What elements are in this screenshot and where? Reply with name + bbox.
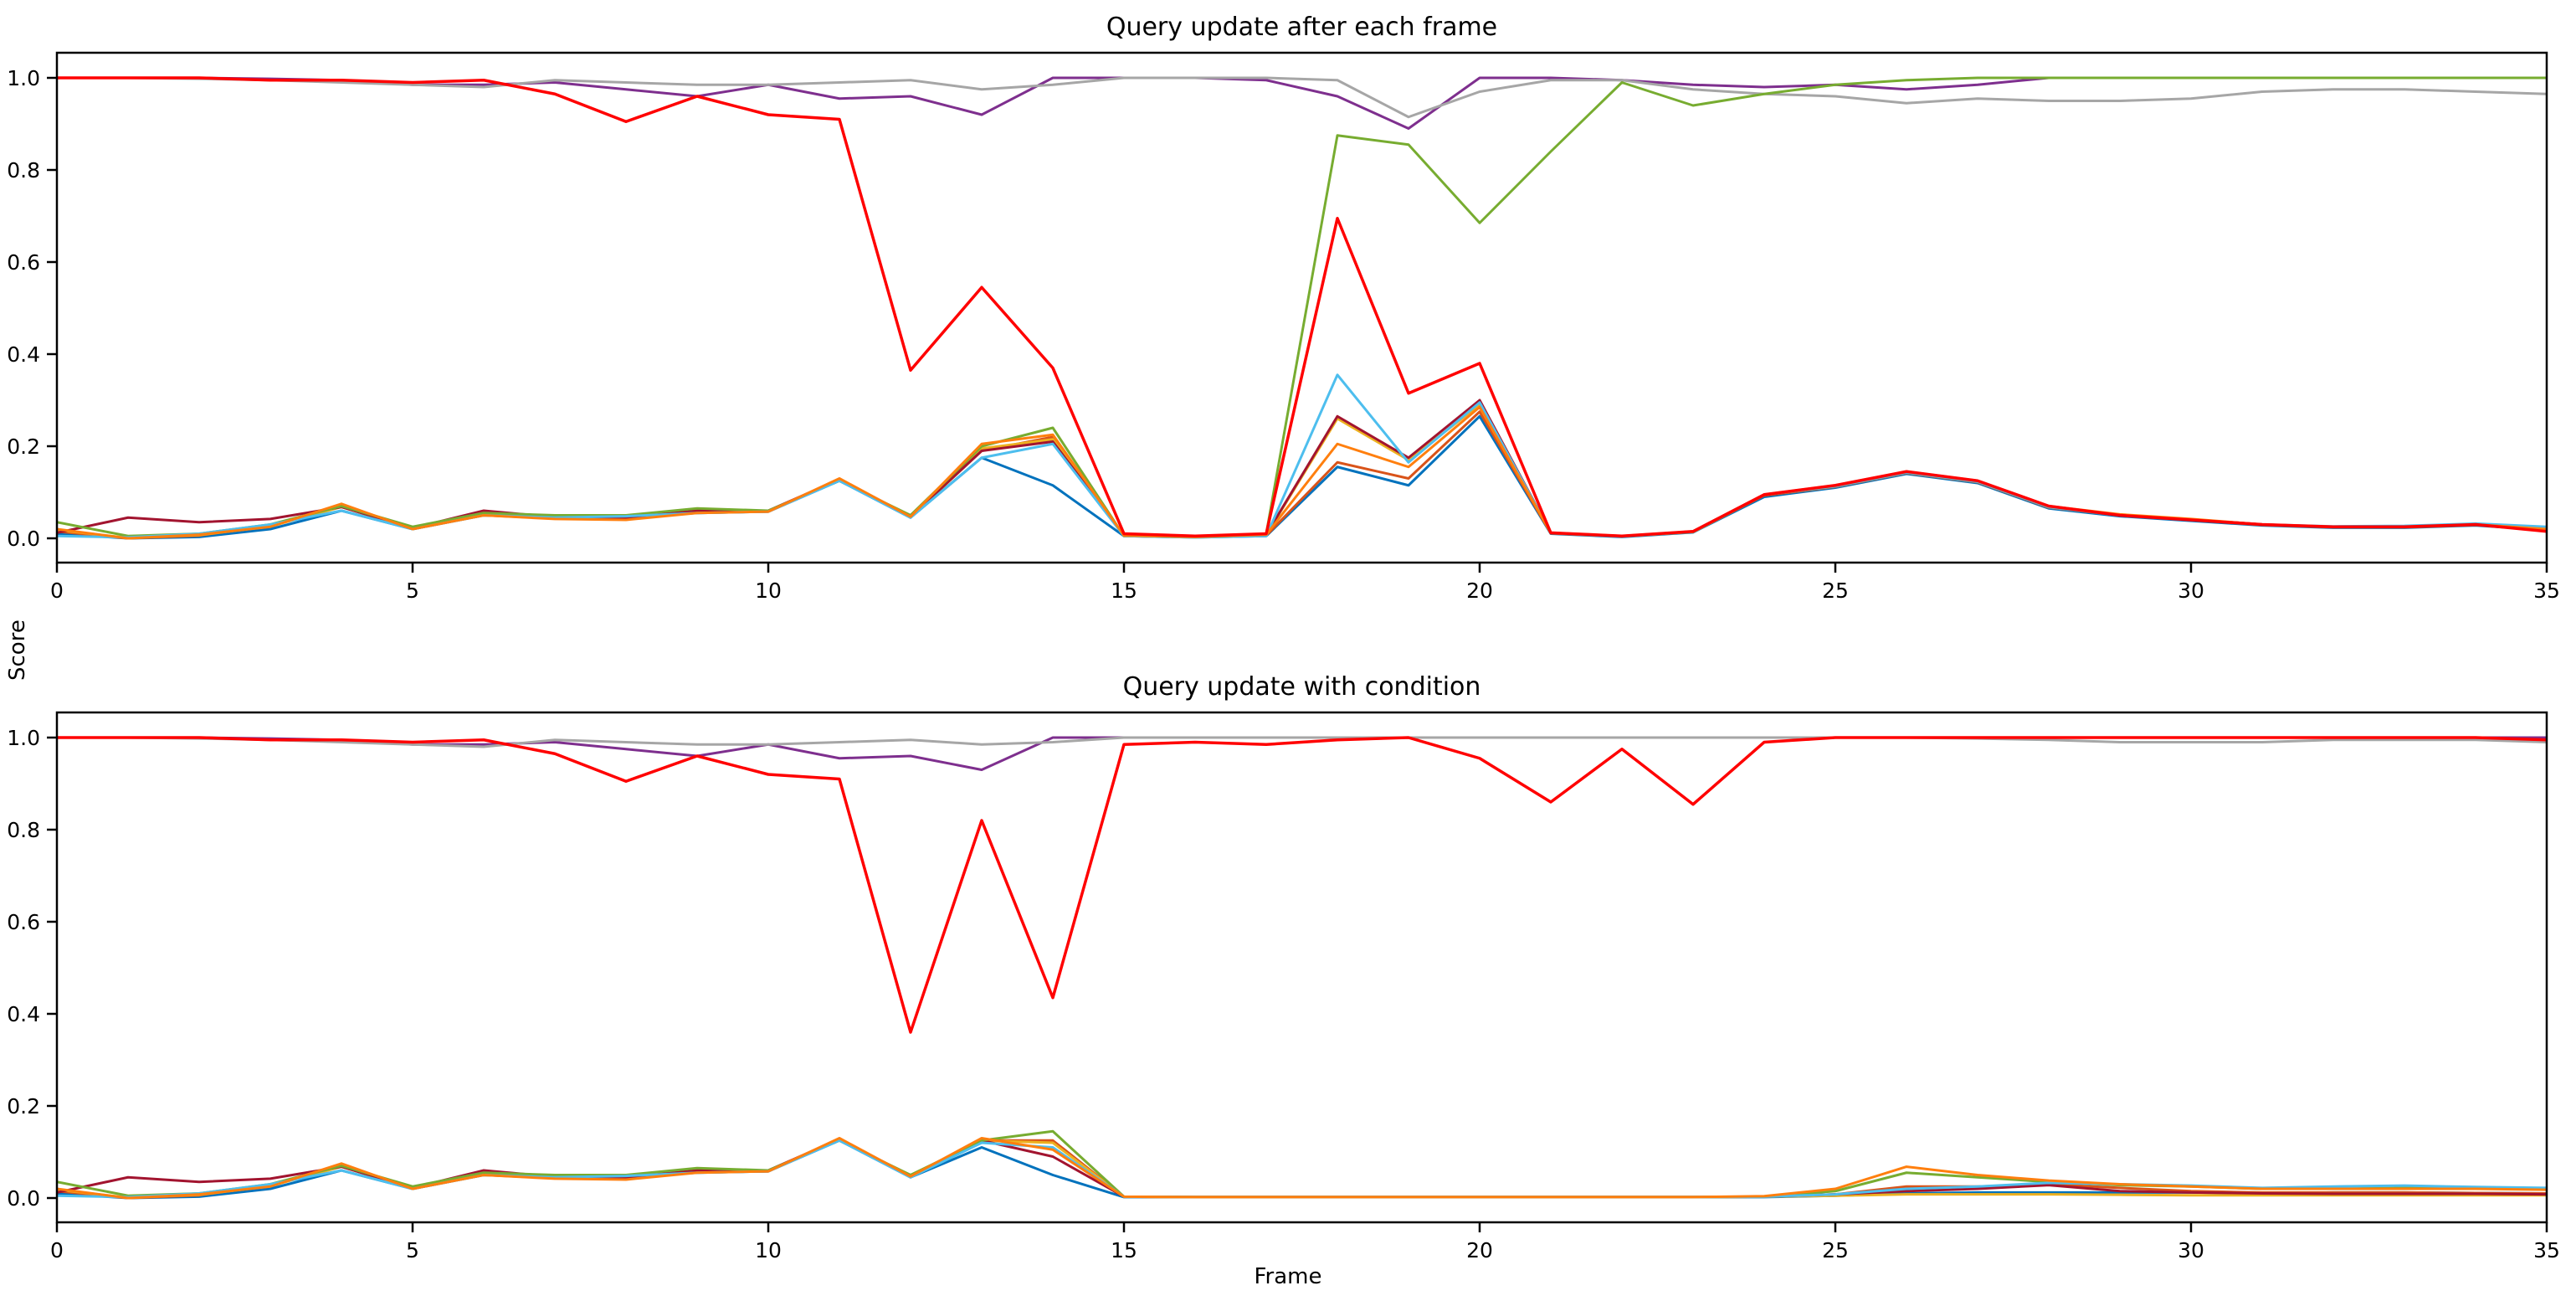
y-tick-label: 0.6	[7, 910, 40, 934]
x-tick-label: 5	[406, 579, 419, 603]
axes-spines	[55, 51, 2548, 564]
series-green	[57, 1129, 2547, 1199]
x-tick-label: 0	[50, 579, 64, 603]
y-tick-label: 0.8	[7, 158, 40, 183]
y-tick-label: 1.0	[7, 726, 40, 750]
x-tick-label: 35	[2533, 1238, 2560, 1262]
y-tick-label: 1.0	[7, 66, 40, 90]
x-tick-label: 15	[1111, 579, 1137, 603]
x-tick-label: 5	[406, 1238, 419, 1262]
x-tick-label: 30	[2178, 1238, 2204, 1262]
series-orange-red	[57, 1138, 2547, 1200]
series-dark-red	[57, 1138, 2547, 1199]
series-gray	[57, 736, 2547, 748]
y-tick-label: 0.0	[7, 1186, 40, 1211]
x-tick-label: 30	[2178, 579, 2204, 603]
x-tick-label: 10	[755, 1238, 782, 1262]
x-tick-label: 25	[1822, 579, 1849, 603]
y-tick-label: 0.4	[7, 342, 40, 367]
bottom-chart-axes: 0.0 0.2 0.4 0.6 0.8 1.0 0 5 10 15 20 25 30 35	[7, 711, 2560, 1262]
y-tick-label: 0.2	[7, 1094, 40, 1118]
series-green	[57, 76, 2547, 538]
x-tick-label: 15	[1111, 1238, 1137, 1262]
x-axis-label: Frame	[1254, 1264, 1322, 1289]
series-red	[57, 736, 2547, 1034]
series-sky-blue	[57, 1139, 2547, 1199]
y-tick-label: 0.0	[7, 527, 40, 551]
x-tick-label: 25	[1822, 1238, 1849, 1262]
x-tick-label: 20	[1466, 1238, 1493, 1262]
x-tick-label: 10	[755, 579, 782, 603]
series-sky-blue	[57, 373, 2547, 539]
top-chart-title: Query update after each frame	[1106, 13, 1498, 42]
bottom-chart-title: Query update with condition	[1122, 672, 1481, 702]
y-axis-label: Score	[5, 620, 30, 681]
series-orange	[57, 1137, 2547, 1200]
x-tick-label: 0	[50, 1238, 64, 1262]
series-dark-red	[57, 399, 2547, 538]
y-tick-label: 0.4	[7, 1002, 40, 1026]
top-chart-axes: 0.0 0.2 0.4 0.6 0.8 1.0 0 5 10 15 20 25 30 35	[7, 51, 2560, 603]
x-tick-label: 35	[2533, 579, 2560, 603]
axes-spines	[55, 711, 2548, 1224]
y-tick-label: 0.2	[7, 435, 40, 459]
x-tick-label: 20	[1466, 579, 1493, 603]
y-tick-label: 0.8	[7, 818, 40, 842]
y-tick-label: 0.6	[7, 250, 40, 275]
series-gray	[57, 76, 2547, 119]
series-yellow	[57, 1138, 2547, 1199]
series-red	[57, 76, 2547, 537]
